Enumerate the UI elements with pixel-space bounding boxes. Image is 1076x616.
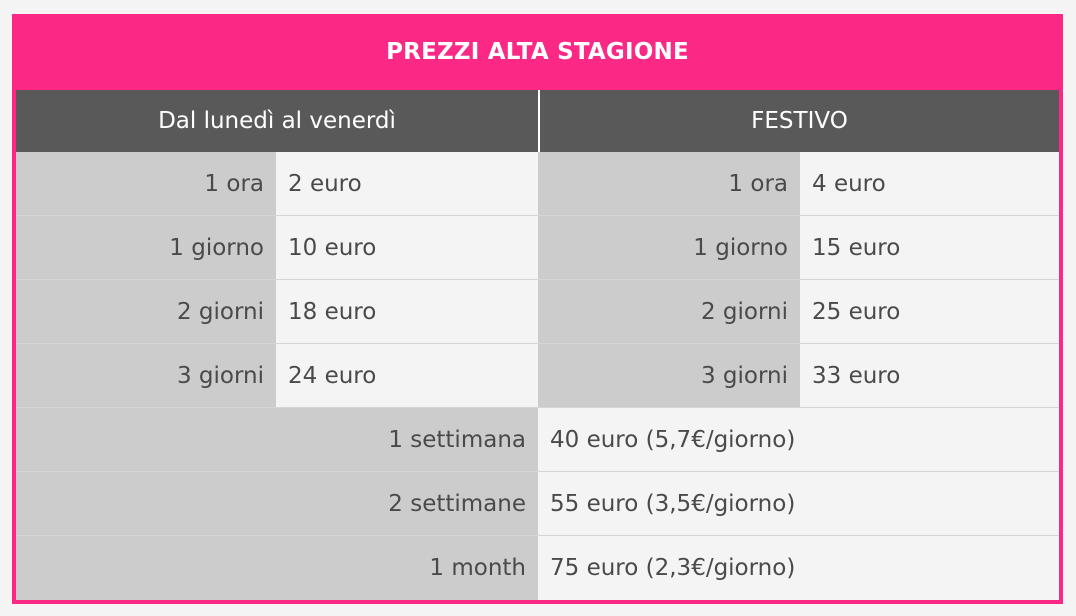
long-duration: 2 settimane xyxy=(16,472,538,536)
weekday-duration: 1 giorno xyxy=(16,216,276,280)
header-weekdays: Dal lunedì al venerdì xyxy=(16,90,538,152)
holiday-price: 25 euro xyxy=(800,280,1059,344)
holiday-duration: 2 giorni xyxy=(538,280,800,344)
holiday-duration: 1 ora xyxy=(538,152,800,216)
holiday-price: 15 euro xyxy=(800,216,1059,280)
header-divider xyxy=(538,90,540,152)
weekday-duration: 3 giorni xyxy=(16,344,276,408)
header-holiday: FESTIVO xyxy=(540,90,1059,152)
weekday-price: 18 euro xyxy=(276,280,538,344)
weekday-duration: 1 ora xyxy=(16,152,276,216)
long-duration: 1 month xyxy=(16,536,538,600)
holiday-price: 4 euro xyxy=(800,152,1059,216)
long-duration: 1 settimana xyxy=(16,408,538,472)
pricing-table: PREZZI ALTA STAGIONE Dal lunedì al vener… xyxy=(12,14,1063,604)
weekday-price: 10 euro xyxy=(276,216,538,280)
weekday-duration: 2 giorni xyxy=(16,280,276,344)
weekday-price: 2 euro xyxy=(276,152,538,216)
holiday-duration: 1 giorno xyxy=(538,216,800,280)
holiday-duration: 3 giorni xyxy=(538,344,800,408)
holiday-price: 33 euro xyxy=(800,344,1059,408)
long-price: 40 euro (5,7€/giorno) xyxy=(538,408,1059,472)
long-price: 75 euro (2,3€/giorno) xyxy=(538,536,1059,600)
table-body: 1 ora 2 euro 1 giorno 10 euro 2 giorni 1… xyxy=(16,152,1059,600)
table-title: PREZZI ALTA STAGIONE xyxy=(386,39,689,65)
long-price: 55 euro (3,5€/giorno) xyxy=(538,472,1059,536)
weekday-price: 24 euro xyxy=(276,344,538,408)
